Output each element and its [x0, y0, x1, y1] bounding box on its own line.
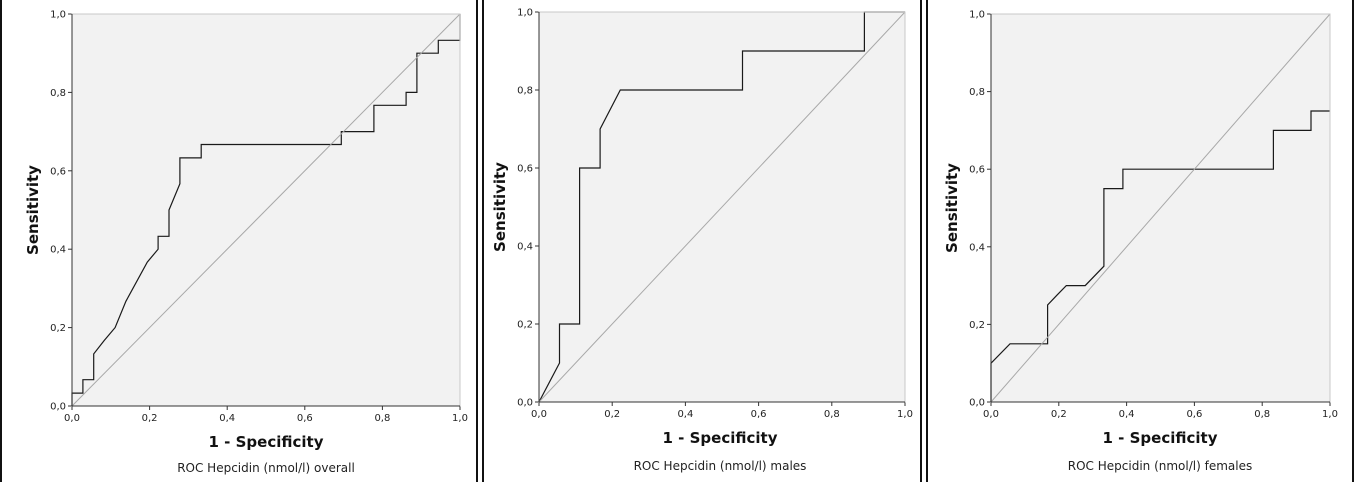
y-tick-label: 0,6	[517, 164, 533, 175]
chart-caption: ROC Hepcidin (nmol/l) males	[634, 459, 807, 473]
y-tick-label: 0,2	[50, 323, 66, 334]
reference-diagonal-line	[538, 11, 906, 403]
x-tick-label: 1,0	[897, 409, 913, 420]
x-tick-label: 0,8	[824, 409, 840, 420]
roc-curve-line	[538, 11, 905, 403]
y-tick-label: 0,4	[969, 242, 985, 253]
y-tick-label: 0,8	[969, 87, 985, 98]
x-tick-label: 0,8	[374, 413, 390, 424]
reference-diagonal-line	[990, 13, 1331, 403]
roc-panel-overall: 0,0 0,0 0,2 0,2 0,4 0,4 0,6 0,6 0,8 0,8 1,0 1,0 1 - …	[0, 0, 478, 482]
x-axis-title: 1 - Specificity	[663, 429, 778, 447]
y-tick-label: 0,0	[50, 402, 66, 413]
x-tick-label: 0,0	[64, 413, 80, 424]
x-tick-label: 0,4	[677, 409, 693, 420]
x-axis-title: 1 - Specificity	[209, 433, 324, 451]
roc-panel-males: 0,0 0,0 0,2 0,2 0,4 0,4 0,6 0,6 0,8 0,8 1,0 1,0 1 - …	[482, 0, 922, 482]
y-tick-label: 0,2	[517, 320, 533, 331]
x-tick-label: 0,0	[531, 409, 547, 420]
y-tick-label: 0,8	[50, 88, 66, 99]
y-axis-title: Sensitivity	[24, 165, 42, 255]
x-tick-label: 0,4	[1119, 409, 1135, 420]
x-tick-label: 1,0	[1322, 409, 1338, 420]
x-tick-label: 0,6	[751, 409, 767, 420]
roc-curve-line	[990, 110, 1330, 402]
x-tick-label: 0,6	[1186, 409, 1202, 420]
roc-panel-females: 0,0 0,0 0,2 0,2 0,4 0,4 0,6 0,6 0,8 0,8 1,0 1,0 1 - …	[926, 0, 1354, 482]
x-tick-label: 0,2	[142, 413, 158, 424]
roc-chart-females: 0,00,0 0,2 0,2 0,4 0,4 0,6 0,6 0,8 0,8 1,0 1,0 1 - …	[943, 10, 1338, 474]
reference-diagonal-line	[71, 13, 461, 407]
y-tick-label: 0,6	[969, 165, 985, 176]
y-tick-label: 0,0	[969, 398, 985, 409]
y-axis-title: Sensitivity	[491, 162, 509, 252]
roc-curve-line	[71, 14, 461, 406]
y-tick-label: 0,8	[517, 86, 533, 97]
roc-chart-males: 0,00,0 0,2 0,2 0,4 0,4 0,6 0,6 0,8 0,8 1,0 1,0 1 - …	[491, 8, 913, 474]
y-tick-label: 1,0	[517, 8, 533, 19]
x-tick-label: 0,2	[1051, 409, 1067, 420]
y-tick-label: 0,6	[50, 166, 66, 177]
y-tick-label: 0,2	[969, 320, 985, 331]
y-tick-label: 0,0	[517, 398, 533, 409]
x-tick-label: 0,4	[219, 413, 235, 424]
x-tick-label: 0,6	[297, 413, 313, 424]
y-tick-label: 0,4	[50, 245, 66, 256]
x-tick-label: 0,0	[983, 409, 999, 420]
y-tick-label: 1,0	[969, 10, 985, 21]
chart-caption: ROC Hepcidin (nmol/l) overall	[177, 461, 355, 475]
y-tick-label: 1,0	[50, 10, 66, 21]
x-tick-label: 0,8	[1254, 409, 1270, 420]
roc-chart-overall: 0,00,0 0,2 0,2 0,4 0,4 0,6 0,6 0,8 0,8 1,0 1,0 1 - …	[24, 10, 468, 476]
x-tick-label: 1,0	[452, 413, 468, 424]
y-tick-label: 0,4	[517, 242, 533, 253]
x-axis-title: 1 - Specificity	[1103, 429, 1218, 447]
x-tick-label: 0,2	[604, 409, 620, 420]
chart-caption: ROC Hepcidin (nmol/l) females	[1068, 459, 1252, 473]
y-axis-title: Sensitivity	[943, 163, 961, 253]
